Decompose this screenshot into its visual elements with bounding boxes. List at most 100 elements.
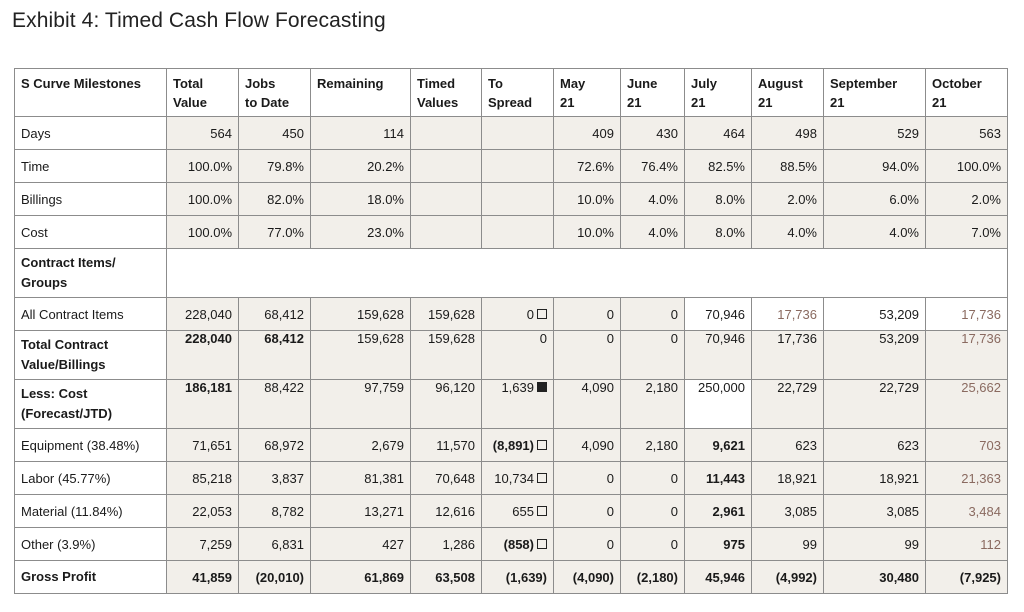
cell-august: 22,729 — [751, 379, 824, 429]
cell-timed: 12,616 — [410, 494, 482, 528]
cell-september: 623 — [823, 428, 926, 462]
row-label: Cost — [14, 215, 167, 249]
cell-spread: 655 — [481, 494, 554, 528]
checkbox-checked-icon[interactable] — [537, 382, 547, 392]
cell-remaining: 23.0% — [310, 215, 411, 249]
cell-remaining: 2,679 — [310, 428, 411, 462]
row-label: Gross Profit — [14, 560, 167, 594]
row-label: Less: Cost (Forecast/JTD) — [14, 379, 167, 429]
cell-august: (4,992) — [751, 560, 824, 594]
cell-jtd: 88,422 — [238, 379, 311, 429]
cell-june: 2,180 — [620, 379, 685, 429]
cell-timed — [410, 149, 482, 183]
cell-total: 41,859 — [166, 560, 239, 594]
cell-june: 430 — [620, 116, 685, 150]
checkbox-icon[interactable] — [537, 538, 547, 549]
cell-remaining: 61,869 — [310, 560, 411, 594]
cell-september: 94.0% — [823, 149, 926, 183]
header-july: July 21 — [684, 68, 752, 117]
cell-october: 3,484 — [925, 494, 1008, 528]
cell-august: 498 — [751, 116, 824, 150]
row-label: Days — [14, 116, 167, 150]
cell-jtd: 450 — [238, 116, 311, 150]
cell-august: 4.0% — [751, 215, 824, 249]
row-material: Material (11.84%) 22,053 8,782 13,271 12… — [14, 494, 1008, 528]
cell-june: 0 — [620, 527, 685, 561]
checkbox-icon[interactable] — [537, 308, 547, 319]
cell-august: 623 — [751, 428, 824, 462]
cell-remaining: 97,759 — [310, 379, 411, 429]
row-total-contract-value: Total Contract Value/Billings 228,040 68,… — [14, 330, 1008, 380]
checkbox-icon[interactable] — [537, 505, 547, 516]
cell-timed: 11,570 — [410, 428, 482, 462]
cell-september: 30,480 — [823, 560, 926, 594]
row-cost: Cost 100.0% 77.0% 23.0% 10.0% 4.0% 8.0% … — [14, 215, 1008, 249]
cell-jtd: 77.0% — [238, 215, 311, 249]
row-equipment: Equipment (38.48%) 71,651 68,972 2,679 1… — [14, 428, 1008, 462]
checkbox-icon[interactable] — [537, 439, 547, 450]
header-may: May 21 — [553, 68, 621, 117]
cell-october: 100.0% — [925, 149, 1008, 183]
cell-total: 228,040 — [166, 297, 239, 331]
cell-jtd: (20,010) — [238, 560, 311, 594]
cell-october: 563 — [925, 116, 1008, 150]
cell-spread — [481, 182, 554, 216]
cell-july: 82.5% — [684, 149, 752, 183]
cell-july: 70,946 — [684, 330, 752, 380]
cell-total: 564 — [166, 116, 239, 150]
cell-timed: 70,648 — [410, 461, 482, 495]
cell-may: 10.0% — [553, 215, 621, 249]
cell-timed: 63,508 — [410, 560, 482, 594]
header-august: August 21 — [751, 68, 824, 117]
cell-spread: 1,639 — [481, 379, 554, 429]
row-billings: Billings 100.0% 82.0% 18.0% 10.0% 4.0% 8… — [14, 182, 1008, 216]
row-days: Days 564 450 114 409 430 464 498 529 563 — [14, 116, 1008, 150]
cell-remaining: 114 — [310, 116, 411, 150]
row-labor: Labor (45.77%) 85,218 3,837 81,381 70,64… — [14, 461, 1008, 495]
cell-may: 4,090 — [553, 379, 621, 429]
cell-total: 100.0% — [166, 215, 239, 249]
cell-june: 76.4% — [620, 149, 685, 183]
row-label: Equipment (38.48%) — [14, 428, 167, 462]
cell-july: 9,621 — [684, 428, 752, 462]
row-label: Material (11.84%) — [14, 494, 167, 528]
cell-september: 53,209 — [823, 330, 926, 380]
cell-spread: 0 — [481, 297, 554, 331]
header-june: June 21 — [620, 68, 685, 117]
cell-spread: 0 — [481, 330, 554, 380]
header-jobs-to-date: Jobs to Date — [238, 68, 311, 117]
cell-june: 0 — [620, 330, 685, 380]
cell-may: 0 — [553, 330, 621, 380]
cell-may: 72.6% — [553, 149, 621, 183]
cell-spread: (858) — [481, 527, 554, 561]
cell-jtd: 3,837 — [238, 461, 311, 495]
cell-may: 0 — [553, 461, 621, 495]
cell-october: 21,363 — [925, 461, 1008, 495]
cell-spread: (8,891) — [481, 428, 554, 462]
header-row: S Curve Milestones Total Value Jobs to Dat… — [14, 68, 1008, 117]
row-contract-groups: Contract Items/Groups — [14, 248, 1008, 298]
cell-total: 71,651 — [166, 428, 239, 462]
cell-total: 7,259 — [166, 527, 239, 561]
checkbox-icon[interactable] — [537, 472, 547, 483]
cell-timed: 1,286 — [410, 527, 482, 561]
cell-october: 112 — [925, 527, 1008, 561]
cell-june: 4.0% — [620, 182, 685, 216]
cell-remaining: 13,271 — [310, 494, 411, 528]
cell-september: 99 — [823, 527, 926, 561]
cell-july: 975 — [684, 527, 752, 561]
cell-total: 186,181 — [166, 379, 239, 429]
cell-total: 100.0% — [166, 182, 239, 216]
cell-jtd: 6,831 — [238, 527, 311, 561]
section-spacer — [166, 248, 1008, 298]
cell-september: 3,085 — [823, 494, 926, 528]
cell-remaining: 427 — [310, 527, 411, 561]
cell-june: 0 — [620, 297, 685, 331]
cell-october: 2.0% — [925, 182, 1008, 216]
cell-september: 529 — [823, 116, 926, 150]
cell-june: 0 — [620, 494, 685, 528]
cell-october: 703 — [925, 428, 1008, 462]
row-label: Total Contract Value/Billings — [14, 330, 167, 380]
cell-july-selected[interactable]: 250,000 — [684, 379, 752, 429]
cell-spread — [481, 215, 554, 249]
